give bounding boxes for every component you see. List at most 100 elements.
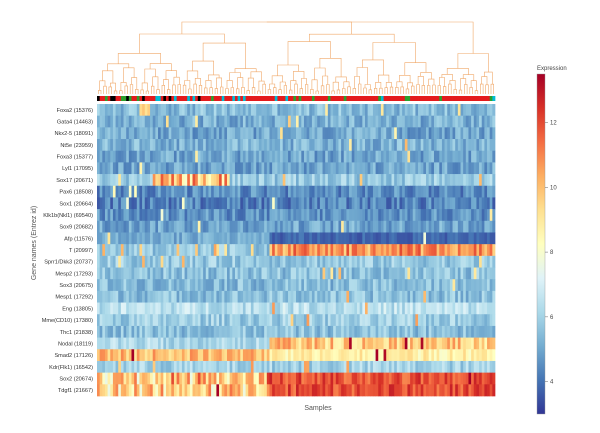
heatmap-cell (359, 325, 363, 338)
heatmap-cell (460, 104, 464, 117)
heatmap-cell (338, 244, 342, 257)
heatmap-cell (189, 372, 193, 385)
heatmap-cell (261, 314, 265, 327)
heatmap-cell (221, 244, 225, 257)
heatmap-cell (102, 174, 106, 187)
heatmap-cell (452, 279, 456, 292)
heatmap-cell (110, 290, 114, 303)
heatmap-cell (481, 372, 485, 385)
heatmap-cell (468, 314, 472, 327)
heatmap-cell (465, 150, 469, 163)
heatmap-cell (383, 360, 387, 373)
heatmap-cell (123, 337, 127, 350)
heatmap-cell (144, 220, 148, 233)
dendrogram-branch (209, 87, 213, 94)
heatmap-cell (460, 115, 464, 128)
heatmap-cell (115, 314, 119, 327)
heatmap-cell (471, 209, 475, 222)
heatmap-cell (165, 127, 169, 140)
heatmap-cell (487, 244, 491, 257)
heatmap-cell (343, 372, 347, 385)
heatmap-cell (314, 314, 318, 327)
heatmap-cell (290, 150, 294, 163)
heatmap-cell (168, 244, 172, 257)
heatmap-cell (150, 372, 154, 385)
heatmap-cell (205, 104, 209, 117)
heatmap-cell (152, 314, 156, 327)
heatmap-cell (370, 360, 374, 373)
heatmap-cell (131, 302, 135, 315)
heatmap-cell (394, 104, 398, 117)
heatmap-cell (242, 209, 246, 222)
annotation-cell (280, 96, 284, 101)
heatmap-cell (224, 185, 228, 198)
heatmap-cell (242, 267, 246, 280)
heatmap-cell (256, 197, 260, 210)
heatmap-cell (126, 209, 130, 222)
heatmap-cell (351, 232, 355, 245)
heatmap-cell (280, 325, 284, 338)
heatmap-cell (184, 325, 188, 338)
annotation-cell (208, 96, 212, 101)
annotation-cell (441, 96, 445, 101)
heatmap-cell (378, 372, 382, 385)
heatmap-cell (317, 174, 321, 187)
heatmap-cell (266, 302, 270, 315)
heatmap-cell (394, 174, 398, 187)
heatmap-cell (359, 372, 363, 385)
heatmap-cell (394, 290, 398, 303)
heatmap-cell (179, 185, 183, 198)
heatmap-cell (372, 372, 376, 385)
heatmap-cell (165, 197, 169, 210)
heatmap-cell (489, 349, 493, 362)
heatmap-cell (492, 279, 496, 292)
heatmap-cell (473, 220, 477, 233)
annotation-cell (250, 96, 254, 101)
heatmap-cell (399, 255, 403, 268)
heatmap-cell (128, 279, 132, 292)
heatmap-cell (426, 244, 430, 257)
gene-label: Sox2 (20674) (59, 377, 93, 383)
heatmap-cell (322, 255, 326, 268)
heatmap-cell (333, 127, 337, 140)
heatmap-cell (152, 325, 156, 338)
heatmap-cell (280, 372, 284, 385)
heatmap-cell (197, 372, 201, 385)
heatmap-cell (410, 337, 414, 350)
heatmap-cell (402, 279, 406, 292)
heatmap-cell (404, 139, 408, 152)
heatmap-cell (364, 255, 368, 268)
heatmap-cell (343, 139, 347, 152)
heatmap-cell (428, 232, 432, 245)
heatmap-cell (288, 209, 292, 222)
heatmap-cell (449, 384, 453, 397)
heatmap-cell (115, 255, 119, 268)
heatmap-cell (147, 139, 151, 152)
heatmap-cell (375, 360, 379, 373)
heatmap-cell (250, 220, 254, 233)
heatmap-cell (245, 349, 249, 362)
heatmap-cell (383, 197, 387, 210)
heatmap-cell (367, 384, 371, 397)
annotation-cell (306, 96, 310, 101)
heatmap-cell (309, 209, 313, 222)
heatmap-cell (296, 162, 299, 175)
heatmap-cell (245, 302, 249, 315)
heatmap-cell (195, 290, 199, 303)
heatmap-cell (152, 150, 156, 163)
annotation-cell (112, 96, 116, 101)
heatmap-cell (383, 290, 387, 303)
heatmap-cell (150, 220, 154, 233)
heatmap-cell (160, 127, 164, 140)
heatmap-cell (288, 162, 292, 175)
heatmap-cell (264, 372, 268, 385)
heatmap-cell (229, 302, 233, 315)
heatmap-cell (436, 267, 440, 280)
heatmap-cell (386, 209, 390, 222)
heatmap-cell (338, 302, 342, 315)
heatmap-cell (455, 279, 459, 292)
heatmap-cell (131, 279, 135, 292)
heatmap-cell (144, 139, 148, 152)
heatmap-cell (338, 337, 342, 350)
heatmap-cell (357, 162, 361, 175)
